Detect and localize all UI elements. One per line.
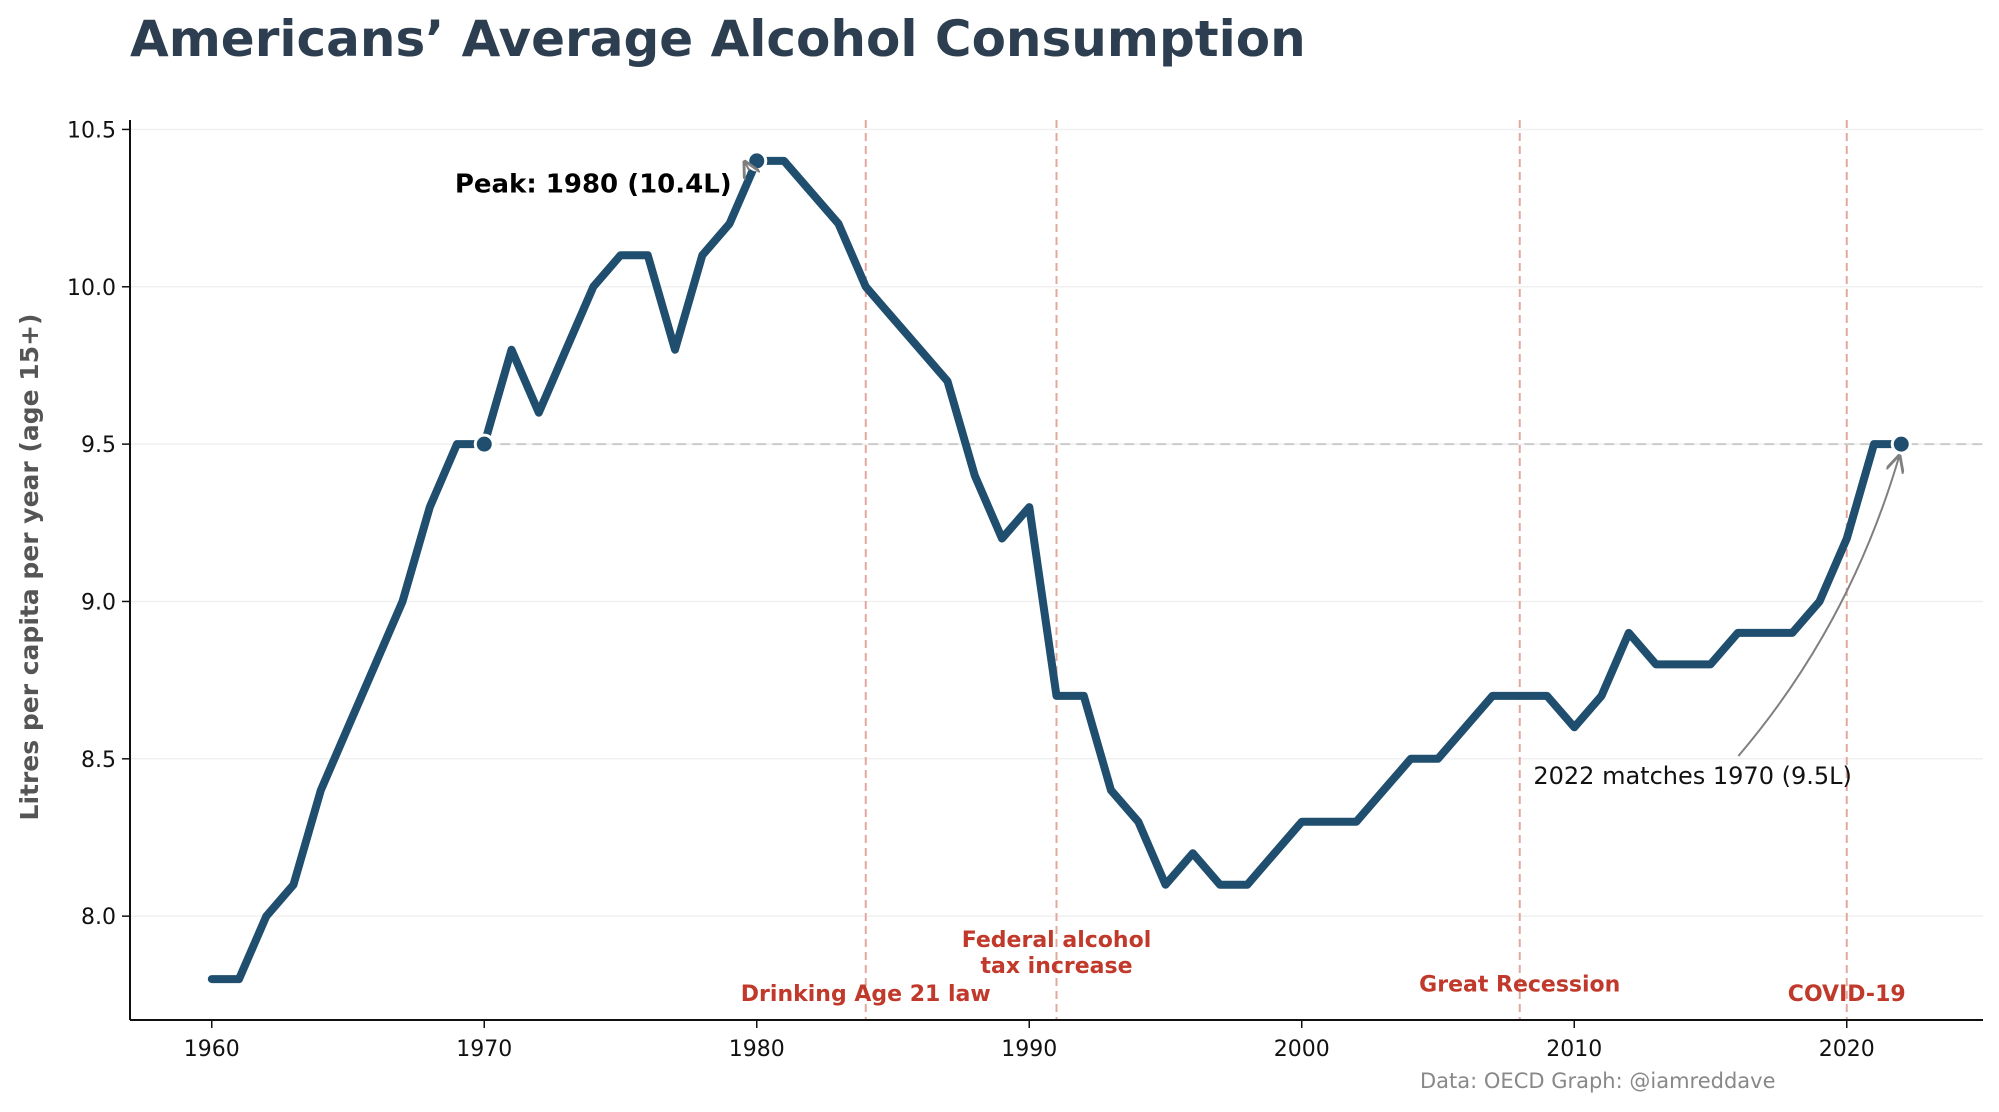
axes: 8.0 8.5 9.0 9.5 10.0 10.5 1960 1970 1980 1990 2000… [67, 118, 1983, 1062]
event-label: tax increase [980, 954, 1132, 979]
event-label: Federal alcohol [962, 928, 1151, 953]
event-label: Drinking Age 21 law [741, 982, 991, 1007]
data-marker [473, 433, 495, 455]
event-label: Great Recession [1419, 973, 1620, 998]
match-arrow [1737, 456, 1899, 757]
x-tick-label: 2010 [1546, 1037, 1602, 1062]
x-tick-label: 1970 [456, 1037, 512, 1062]
x-tick-label: 1990 [1001, 1037, 1057, 1062]
series-line [207, 156, 1906, 984]
match-annotation: 2022 matches 1970 (9.5L) [1533, 762, 1851, 790]
x-tick-label: 2000 [1274, 1037, 1330, 1062]
data-marker [746, 150, 768, 172]
peak-arrow [745, 162, 750, 170]
peak-annotation: Peak: 1980 (10.4L) [455, 169, 732, 199]
y-tick-label: 10.0 [67, 276, 116, 301]
y-tick-label: 8.0 [81, 905, 116, 930]
x-tick-label: 2020 [1819, 1037, 1875, 1062]
chart-title: Americans’ Average Alcohol Consumption [130, 10, 1306, 68]
series-group [207, 156, 1906, 984]
event-label: COVID-19 [1788, 982, 1906, 1007]
y-tick-label: 10.5 [67, 118, 116, 143]
x-tick-label: 1980 [729, 1037, 785, 1062]
y-axis-label: Litres per capita per year (age 15+) [15, 314, 44, 821]
data-marker [1890, 433, 1912, 455]
x-tick-label: 1960 [184, 1037, 240, 1062]
source-credit: Data: OECD Graph: @iamreddave [1420, 1069, 1776, 1093]
y-tick-label: 8.5 [81, 748, 116, 773]
y-tick-label: 9.0 [81, 590, 116, 615]
y-tick-label: 9.5 [81, 433, 116, 458]
annotations: Peak: 1980 (10.4L) 2022 matches 1970 (9.5… [455, 162, 1899, 790]
